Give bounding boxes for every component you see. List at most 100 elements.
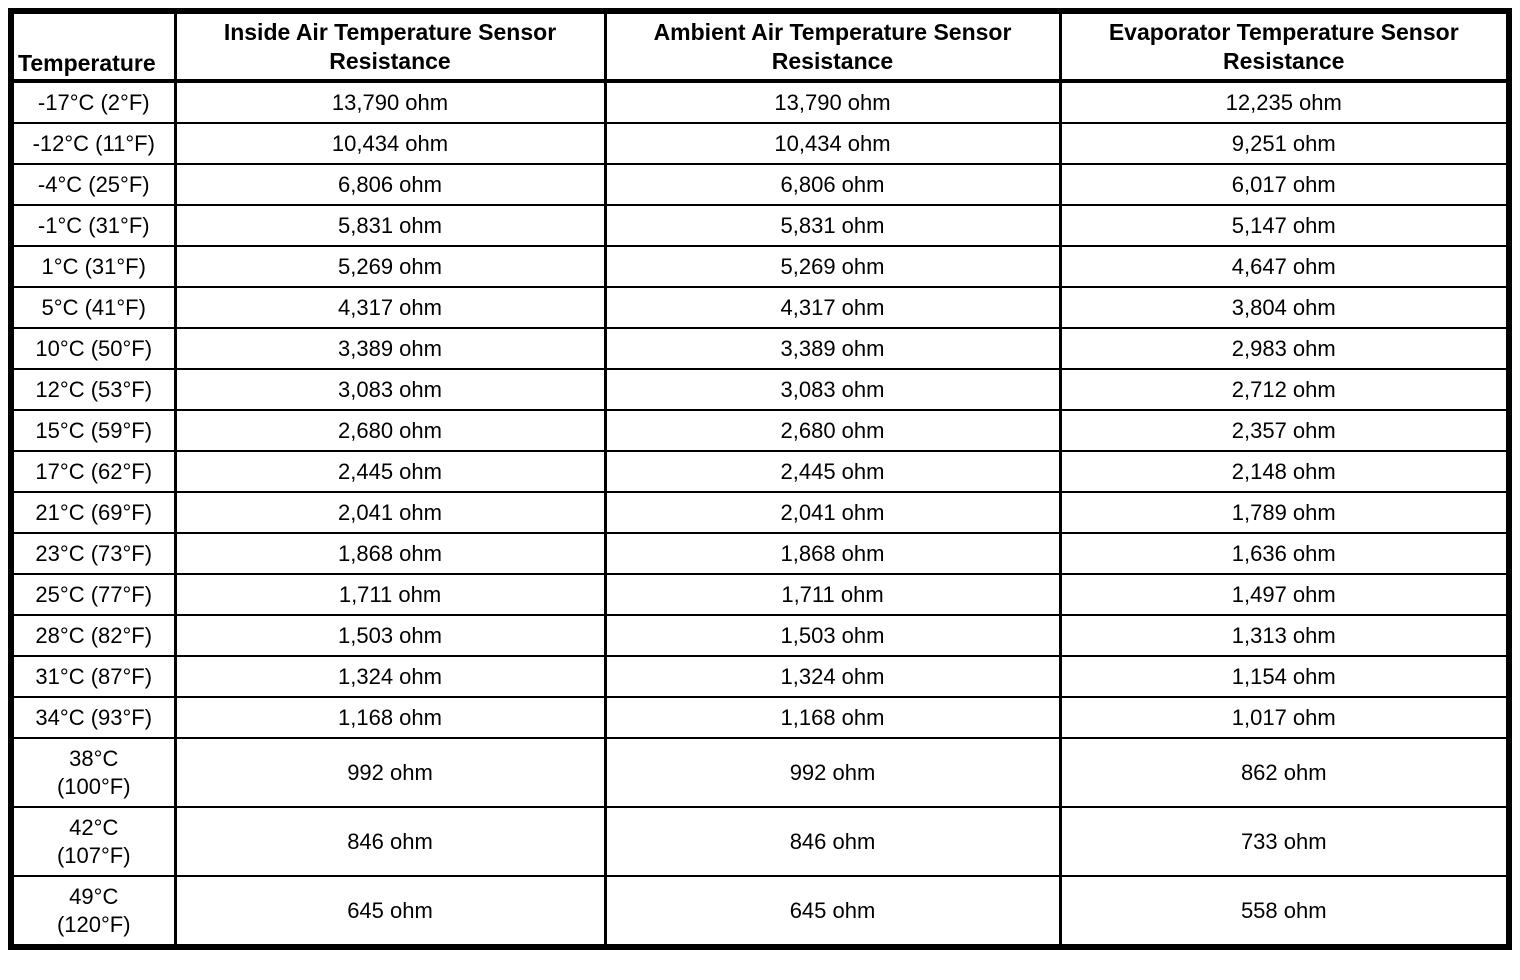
inside-air-resistance-cell: 6,806 ohm (173, 163, 607, 206)
temperature-cell: 21°C (69°F) (9, 491, 177, 534)
inside-air-resistance-cell: 846 ohm (173, 806, 607, 877)
evaporator-resistance-cell: 733 ohm (1058, 806, 1511, 877)
evaporator-resistance-cell: 862 ohm (1058, 737, 1511, 808)
table-row: 1°C (31°F) 5,269 ohm 5,269 ohm 4,647 ohm (9, 245, 1511, 288)
temperature-cell: 31°C (87°F) (9, 655, 177, 698)
table-row: 28°C (82°F) 1,503 ohm 1,503 ohm 1,313 oh… (9, 614, 1511, 657)
evaporator-resistance-cell: 1,636 ohm (1058, 532, 1511, 575)
inside-air-resistance-cell: 3,083 ohm (173, 368, 607, 411)
table-row: 21°C (69°F) 2,041 ohm 2,041 ohm 1,789 oh… (9, 491, 1511, 534)
temperature-cell: 23°C (73°F) (9, 532, 177, 575)
ambient-air-resistance-cell: 5,831 ohm (603, 204, 1062, 247)
temperature-cell: 42°C (107°F) (9, 806, 177, 877)
inside-air-resistance-cell: 1,868 ohm (173, 532, 607, 575)
column-header-ambient-air-sensor-resistance: Ambient Air Temperature Sensor Resistanc… (603, 10, 1062, 83)
inside-air-resistance-cell: 13,790 ohm (173, 80, 607, 124)
table-row: 34°C (93°F) 1,168 ohm 1,168 ohm 1,017 oh… (9, 696, 1511, 739)
table-header: Temperature Inside Air Temperature Senso… (9, 10, 1511, 83)
temperature-cell: 49°C (120°F) (9, 875, 177, 948)
header-row: Temperature Inside Air Temperature Senso… (9, 10, 1511, 83)
temperature-cell: 5°C (41°F) (9, 286, 177, 329)
temperature-cell: 25°C (77°F) (9, 573, 177, 616)
ambient-air-resistance-cell: 846 ohm (603, 806, 1062, 877)
inside-air-resistance-cell: 1,503 ohm (173, 614, 607, 657)
ambient-air-resistance-cell: 3,389 ohm (603, 327, 1062, 370)
inside-air-resistance-cell: 1,324 ohm (173, 655, 607, 698)
ambient-air-resistance-cell: 3,083 ohm (603, 368, 1062, 411)
evaporator-resistance-cell: 2,148 ohm (1058, 450, 1511, 493)
inside-air-resistance-cell: 4,317 ohm (173, 286, 607, 329)
inside-air-resistance-cell: 2,041 ohm (173, 491, 607, 534)
evaporator-resistance-cell: 6,017 ohm (1058, 163, 1511, 206)
evaporator-resistance-cell: 2,712 ohm (1058, 368, 1511, 411)
evaporator-resistance-cell: 2,983 ohm (1058, 327, 1511, 370)
temperature-cell: -17°C (2°F) (9, 80, 177, 124)
temperature-cell: -4°C (25°F) (9, 163, 177, 206)
ambient-air-resistance-cell: 1,868 ohm (603, 532, 1062, 575)
ambient-air-resistance-cell: 645 ohm (603, 875, 1062, 948)
temperature-cell: -12°C (11°F) (9, 122, 177, 165)
temperature-cell: 38°C (100°F) (9, 737, 177, 808)
temperature-cell: 34°C (93°F) (9, 696, 177, 739)
inside-air-resistance-cell: 1,168 ohm (173, 696, 607, 739)
evaporator-resistance-cell: 1,497 ohm (1058, 573, 1511, 616)
table-row: 15°C (59°F) 2,680 ohm 2,680 ohm 2,357 oh… (9, 409, 1511, 452)
table-row: 49°C (120°F) 645 ohm 645 ohm 558 ohm (9, 875, 1511, 948)
table-row: 25°C (77°F) 1,711 ohm 1,711 ohm 1,497 oh… (9, 573, 1511, 616)
evaporator-resistance-cell: 4,647 ohm (1058, 245, 1511, 288)
evaporator-resistance-cell: 9,251 ohm (1058, 122, 1511, 165)
evaporator-resistance-cell: 2,357 ohm (1058, 409, 1511, 452)
temperature-cell: -1°C (31°F) (9, 204, 177, 247)
table-row: 5°C (41°F) 4,317 ohm 4,317 ohm 3,804 ohm (9, 286, 1511, 329)
inside-air-resistance-cell: 1,711 ohm (173, 573, 607, 616)
table-row: -12°C (11°F) 10,434 ohm 10,434 ohm 9,251… (9, 122, 1511, 165)
evaporator-resistance-cell: 1,789 ohm (1058, 491, 1511, 534)
inside-air-resistance-cell: 5,269 ohm (173, 245, 607, 288)
inside-air-resistance-cell: 3,389 ohm (173, 327, 607, 370)
table-row: 10°C (50°F) 3,389 ohm 3,389 ohm 2,983 oh… (9, 327, 1511, 370)
ambient-air-resistance-cell: 1,503 ohm (603, 614, 1062, 657)
column-header-temperature: Temperature (9, 10, 177, 83)
evaporator-resistance-cell: 558 ohm (1058, 875, 1511, 948)
ambient-air-resistance-cell: 1,711 ohm (603, 573, 1062, 616)
inside-air-resistance-cell: 5,831 ohm (173, 204, 607, 247)
ambient-air-resistance-cell: 992 ohm (603, 737, 1062, 808)
temperature-cell: 17°C (62°F) (9, 450, 177, 493)
temperature-cell: 10°C (50°F) (9, 327, 177, 370)
temperature-cell: 12°C (53°F) (9, 368, 177, 411)
evaporator-resistance-cell: 1,154 ohm (1058, 655, 1511, 698)
table-row: 12°C (53°F) 3,083 ohm 3,083 ohm 2,712 oh… (9, 368, 1511, 411)
ambient-air-resistance-cell: 13,790 ohm (603, 80, 1062, 124)
evaporator-resistance-cell: 5,147 ohm (1058, 204, 1511, 247)
temperature-cell: 28°C (82°F) (9, 614, 177, 657)
ambient-air-resistance-cell: 1,168 ohm (603, 696, 1062, 739)
table-row: -17°C (2°F) 13,790 ohm 13,790 ohm 12,235… (9, 80, 1511, 124)
evaporator-resistance-cell: 1,017 ohm (1058, 696, 1511, 739)
ambient-air-resistance-cell: 1,324 ohm (603, 655, 1062, 698)
ambient-air-resistance-cell: 4,317 ohm (603, 286, 1062, 329)
column-header-inside-air-sensor-resistance: Inside Air Temperature Sensor Resistance (173, 10, 607, 83)
temperature-cell: 15°C (59°F) (9, 409, 177, 452)
ambient-air-resistance-cell: 6,806 ohm (603, 163, 1062, 206)
ambient-air-resistance-cell: 2,680 ohm (603, 409, 1062, 452)
inside-air-resistance-cell: 2,680 ohm (173, 409, 607, 452)
table-row: 38°C (100°F) 992 ohm 992 ohm 862 ohm (9, 737, 1511, 808)
evaporator-resistance-cell: 3,804 ohm (1058, 286, 1511, 329)
table-row: -1°C (31°F) 5,831 ohm 5,831 ohm 5,147 oh… (9, 204, 1511, 247)
table-row: 42°C (107°F) 846 ohm 846 ohm 733 ohm (9, 806, 1511, 877)
inside-air-resistance-cell: 645 ohm (173, 875, 607, 948)
table-body: -17°C (2°F) 13,790 ohm 13,790 ohm 12,235… (9, 80, 1511, 948)
temperature-cell: 1°C (31°F) (9, 245, 177, 288)
inside-air-resistance-cell: 992 ohm (173, 737, 607, 808)
ambient-air-resistance-cell: 10,434 ohm (603, 122, 1062, 165)
sensor-resistance-table: Temperature Inside Air Temperature Senso… (8, 8, 1512, 950)
table-row: 31°C (87°F) 1,324 ohm 1,324 ohm 1,154 oh… (9, 655, 1511, 698)
inside-air-resistance-cell: 10,434 ohm (173, 122, 607, 165)
table-row: -4°C (25°F) 6,806 ohm 6,806 ohm 6,017 oh… (9, 163, 1511, 206)
ambient-air-resistance-cell: 2,445 ohm (603, 450, 1062, 493)
column-header-evaporator-sensor-resistance: Evaporator Temperature Sensor Resistance (1058, 10, 1511, 83)
evaporator-resistance-cell: 12,235 ohm (1058, 80, 1511, 124)
evaporator-resistance-cell: 1,313 ohm (1058, 614, 1511, 657)
ambient-air-resistance-cell: 5,269 ohm (603, 245, 1062, 288)
